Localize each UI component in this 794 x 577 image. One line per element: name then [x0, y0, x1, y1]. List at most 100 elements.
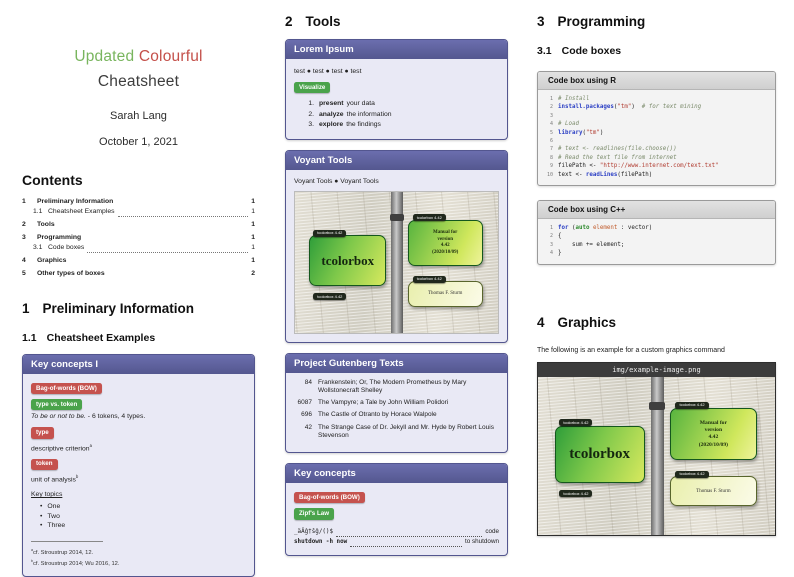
box-title: Project Gutenberg Texts [286, 353, 507, 373]
code-token: install.packages [558, 104, 614, 111]
badge-type-vs-token: type vs. token [31, 399, 83, 411]
list-item: • One [31, 502, 246, 512]
toc-entry[interactable]: 4 Graphics 1 [22, 256, 255, 266]
step-text: the information [346, 110, 392, 118]
section-number: 2 [285, 14, 293, 29]
toc-entry[interactable]: 2 Tools 1 [22, 220, 255, 230]
code-line: 4} [543, 249, 767, 257]
manual-line: (2020/10/09) [698, 441, 728, 448]
toc-entry-page: 1 [251, 257, 255, 264]
voyant-links[interactable]: Voyant Tools ● Voyant Tools [294, 177, 379, 185]
list-item: • Three [31, 521, 246, 531]
tc-manual-text: Manual for version 4.42 (2020/10/09) [699, 420, 728, 449]
section-3-heading: 3 Programming [537, 14, 776, 29]
section-3-1-heading: 3.1 Code boxes [537, 45, 776, 57]
key-concepts-1-body: Bag-of-words (BOW) type vs. token To be … [23, 374, 254, 576]
box-title: Key concepts I [23, 355, 254, 374]
voyant-tools-box: Voyant Tools Voyant Tools ● Voyant Tools… [285, 149, 508, 343]
code-token: element [592, 225, 618, 232]
type-definition: descriptive criteriona [31, 441, 246, 453]
key-topics-list: • One • Two • Three [31, 502, 246, 531]
code-line: 10 text <- readLines(filePath) [543, 171, 767, 179]
box-title: Voyant Tools [286, 150, 507, 170]
code-text: { [558, 232, 562, 240]
document-title: Updated Colourful Cheatsheet [22, 48, 255, 91]
image-filename: img/example-image.png [538, 362, 775, 377]
token-definition: unit of analysisb [31, 472, 246, 484]
code-line: 2 install.packages("tm") # for text minin… [543, 103, 767, 111]
lorem-ipsum-box: Lorem Ipsum test ● test ● test ● test Vi… [285, 39, 508, 140]
code-token: "http://www.internet.com/text.txt" [599, 163, 719, 170]
toc-entry-page: 2 [251, 270, 255, 277]
line-number: 1 [549, 225, 553, 232]
footnote: bcf. Stroustrup 2014; Wu 2016, 12. [31, 557, 246, 568]
toc-entry[interactable]: 1.1 Cheatsheet Examples 1 [22, 207, 255, 217]
manual-line: (2020/10/09) [432, 249, 459, 255]
code-token: # Install [558, 96, 590, 102]
code-line: 7 # text <- readlines(file.choose()) [543, 145, 767, 153]
code-line: 4 # Load [543, 120, 767, 128]
toc-entry-number: 3.1 [33, 244, 43, 251]
toc-list: 1 Preliminary Information 1 1.1 Cheatsheet E… [22, 197, 255, 279]
document-date: October 1, 2021 [99, 136, 178, 148]
code-token: ( [582, 129, 586, 136]
code-text: for (auto element : vector) [558, 224, 652, 232]
book-title: The Strange Case of Dr. Jekyll and Mr. H… [318, 423, 494, 440]
r-code-box: Code box using R 1 # Install 2 install.pack… [537, 71, 776, 187]
code-token: ) [631, 104, 642, 111]
line-number: 8 [549, 154, 553, 161]
manual-line: 4.42 [708, 434, 719, 441]
cpp-code-box: Code box using C++ 1 for (auto element : … [537, 200, 776, 265]
section-title: Programming [557, 14, 646, 29]
column-left: Updated Colourful Cheatsheet Sarah Lang … [22, 48, 255, 577]
line-number: 9 [549, 163, 553, 170]
footnote-text: cf. Stroustrup 2014, 12. [32, 549, 94, 556]
code-line: 3 sum += element; [543, 241, 767, 249]
step-number: 2. [308, 110, 314, 118]
cheatsheet-page: Updated Colourful Cheatsheet Sarah Lang … [22, 14, 776, 577]
book-title: Frankenstein; Or, The Modern Prometheus … [318, 378, 467, 395]
step-keyword: analyze [319, 110, 344, 118]
code-token: # text <- readlines(file.choose()) [558, 146, 677, 153]
code-text: # text <- readlines(file.choose()) [558, 145, 677, 153]
key-concepts-2-body: Bag-of-words (BOW) Zipf's Law _äÄĝ†ŝĝ/()… [286, 483, 507, 554]
code-line: 6 [543, 137, 767, 145]
code-line: 5 library("tm") [543, 129, 767, 137]
term: shutdown -h now [294, 538, 348, 545]
manual-box: Manual for version 4.42 (2020/10/09) [669, 408, 758, 461]
section-1-1-heading: 1.1 Cheatsheet Examples [22, 332, 255, 344]
toc-entry[interactable]: 5 Other types of boxes 2 [22, 269, 255, 279]
toc-entry-number: 1 [22, 198, 26, 205]
toc-entry[interactable]: 1 Preliminary Information 1 [22, 197, 255, 207]
code-token: "tm" [585, 129, 600, 136]
code-token: ( [571, 225, 576, 232]
toc-entry[interactable]: 3.1 Code boxes 1 [22, 243, 255, 253]
line-number: 3 [549, 112, 553, 119]
toc-entry-label: Other types of boxes [37, 270, 105, 277]
bullet-icon: • [40, 503, 43, 511]
toc-leader [116, 200, 248, 207]
voyant-example-image: tcolorbox Manual for version 4.42 (2020/10/… [294, 190, 499, 334]
subsection-title: Code boxes [561, 45, 622, 57]
tc-author-text: Thomas F. Sturm [427, 291, 463, 297]
section-number: 4 [537, 314, 545, 330]
tcolorbox-logo-text: tcolorbox [321, 253, 375, 269]
code-text: # Load [558, 120, 579, 128]
code-token: : vector) [617, 225, 653, 232]
step-number: 3. [308, 121, 314, 129]
footnote-mark-b: b [75, 474, 79, 480]
book-id: 84 [304, 378, 312, 386]
code-text: # Read the text file from internet [558, 154, 677, 162]
list-item: 1. present your data [294, 99, 499, 110]
gutenberg-box: Project Gutenberg Texts 84 Frankenstein; … [285, 352, 508, 454]
box-title: Key concepts [286, 464, 507, 484]
subsection-number: 3.1 [537, 45, 552, 57]
toc-entry-page: 1 [251, 244, 255, 251]
type-definition-text: descriptive criterion [31, 444, 90, 452]
list-item: 3. explore the findings [294, 120, 499, 131]
tc-strip-label: tcolorbox 4.42 [313, 293, 347, 301]
badge-token: token [31, 458, 58, 471]
pole-graphic [390, 191, 404, 333]
toc-entry[interactable]: 3 Programming 1 [22, 233, 255, 243]
toc-entry-page: 1 [251, 221, 255, 228]
